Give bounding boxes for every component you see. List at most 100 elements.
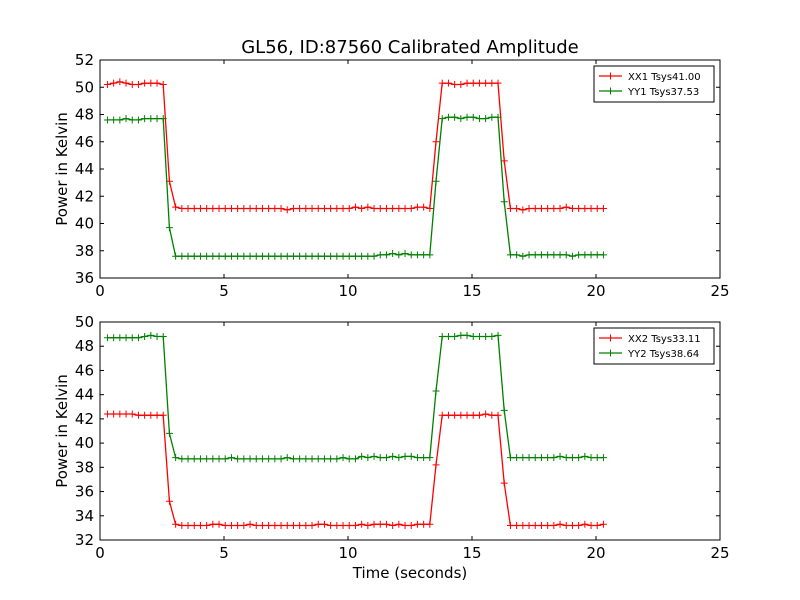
data-point — [178, 455, 186, 463]
data-point — [432, 461, 440, 469]
data-point — [544, 251, 552, 259]
data-point — [178, 521, 186, 529]
data-point — [488, 333, 496, 341]
data-point — [116, 78, 124, 86]
data-point — [575, 454, 583, 462]
legend-marker — [607, 334, 614, 342]
data-point — [451, 411, 459, 419]
data-point — [165, 429, 173, 437]
data-point — [420, 520, 428, 528]
data-point — [277, 205, 285, 213]
data-point — [289, 252, 297, 260]
data-point — [420, 251, 428, 259]
data-point — [544, 454, 552, 462]
data-point — [382, 454, 390, 462]
data-point — [568, 252, 576, 260]
data-point — [376, 520, 384, 528]
data-point — [593, 454, 601, 462]
x-axis-label: Time (seconds) — [352, 564, 468, 582]
data-point — [165, 224, 173, 232]
data-point — [426, 454, 434, 462]
y-tick-label: 40 — [75, 215, 94, 233]
data-point — [494, 79, 502, 87]
data-point — [506, 521, 514, 529]
data-point — [265, 205, 273, 213]
data-point — [128, 334, 136, 342]
data-point — [525, 205, 533, 213]
data-point — [395, 205, 403, 213]
y-tick-label: 44 — [75, 160, 94, 178]
data-point — [568, 454, 576, 462]
data-point — [333, 205, 341, 213]
data-point — [302, 205, 310, 213]
data-point — [537, 454, 545, 462]
data-point — [320, 455, 328, 463]
data-point — [463, 411, 471, 419]
data-point — [382, 520, 390, 528]
data-point — [277, 455, 285, 463]
data-point — [482, 115, 490, 123]
data-point — [184, 252, 192, 260]
data-point — [513, 521, 521, 529]
data-point — [283, 206, 291, 214]
data-point — [184, 521, 192, 529]
data-point — [525, 251, 533, 259]
data-point — [271, 521, 279, 529]
data-point — [550, 454, 558, 462]
data-point — [345, 252, 353, 260]
data-point — [364, 454, 372, 462]
data-point — [159, 333, 167, 341]
data-point — [141, 115, 149, 123]
data-point — [103, 116, 111, 124]
data-point — [252, 252, 260, 260]
data-point — [593, 251, 601, 259]
data-point — [389, 249, 397, 257]
data-point — [525, 521, 533, 529]
data-point — [221, 252, 229, 260]
data-point — [500, 198, 508, 206]
data-point — [227, 252, 235, 260]
data-point — [196, 521, 204, 529]
plot-top: 0 5 10 15 20 25 36 38 40 42 44 46 48 50 52 Power in Kel… — [53, 51, 730, 300]
data-point — [103, 81, 111, 89]
data-point — [190, 205, 198, 213]
data-point — [308, 521, 316, 529]
legend-box — [593, 65, 715, 103]
data-point — [240, 252, 248, 260]
legend-label: YY1 Tsys37.53 — [627, 87, 699, 98]
data-point — [537, 205, 545, 213]
y-axis-label: Power in Kelvin — [53, 112, 71, 226]
data-point — [296, 521, 304, 529]
data-point — [469, 333, 477, 341]
data-point — [432, 177, 440, 185]
y-tick-label: 36 — [75, 269, 94, 287]
data-point — [153, 333, 161, 341]
data-point — [246, 520, 254, 528]
data-point — [568, 521, 576, 529]
data-point — [209, 205, 217, 213]
data-point — [122, 334, 130, 342]
data-point — [513, 454, 521, 462]
data-point — [327, 455, 335, 463]
data-point — [258, 455, 266, 463]
data-point — [444, 333, 452, 341]
data-point — [345, 455, 353, 463]
data-point — [364, 521, 372, 529]
data-point — [370, 205, 378, 213]
data-point — [587, 251, 595, 259]
data-point — [444, 411, 452, 419]
data-point — [240, 205, 248, 213]
data-point — [556, 205, 564, 213]
data-point — [358, 252, 366, 260]
data-point — [141, 333, 149, 341]
data-point — [172, 454, 180, 462]
x-tick-label: 10 — [338, 544, 357, 562]
data-point — [134, 334, 142, 342]
data-point — [500, 406, 508, 414]
data-point — [599, 251, 607, 259]
data-point — [141, 79, 149, 87]
data-point — [457, 331, 465, 339]
data-point — [122, 115, 130, 123]
x-tick-label: 0 — [95, 282, 105, 300]
data-point — [110, 79, 118, 87]
